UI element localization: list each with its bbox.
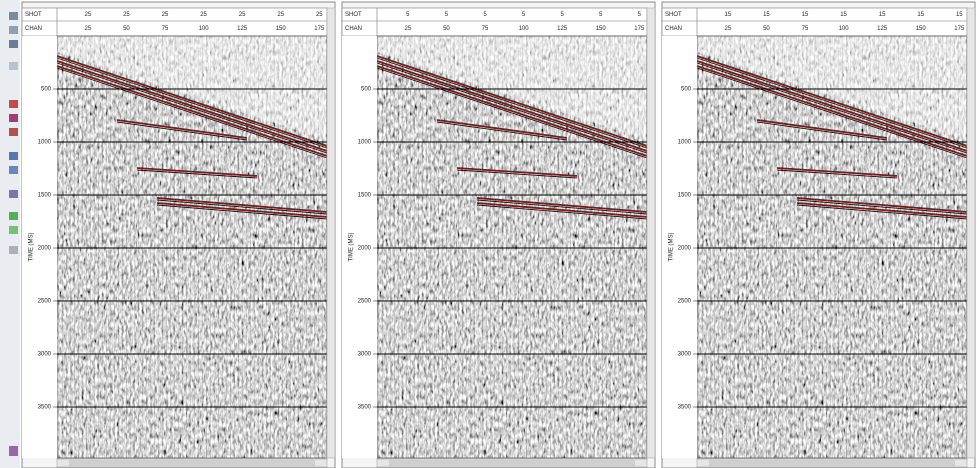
shot-value: 25 [85,12,92,18]
shot-value: 15 [917,12,924,18]
chan-value: 175 [314,26,325,32]
time-tick-label: 1500 [358,193,372,199]
time-tick-label: 1000 [358,140,372,146]
time-tick-label: 1500 [38,193,52,199]
shot-value: 15 [802,12,809,18]
tool-icon[interactable] [9,166,18,174]
time-axis-label: TIME (MS) [29,233,35,262]
shot-label: SHOT [345,12,362,18]
time-tick-label: 3000 [358,352,372,358]
time-tick-label: 500 [361,87,372,93]
time-tick-label: 500 [41,87,52,93]
shot-value: 15 [840,12,847,18]
shot-label: SHOT [25,12,42,18]
chan-value: 25 [85,26,92,32]
chan-label: CHAN [345,26,362,32]
tool-icon[interactable] [9,100,18,108]
page: SHOT CHAN 25 25 25 25 25 25 25 25 50 75 100 125 150 175… [0,0,977,468]
chan-value: 100 [519,26,530,32]
time-tick-label: 3000 [678,352,692,358]
tool-icon[interactable] [9,62,18,70]
time-tick-label: 3500 [358,405,372,411]
panel: SHOTCHAN55555552550751001251501755001000… [342,2,655,468]
shot-value: 15 [879,12,886,18]
chan-value: 75 [482,26,489,32]
time-axis-label: TIME (MS) [349,233,355,262]
tool-icon[interactable] [9,114,18,122]
h-scroll-thumb[interactable] [69,460,315,466]
time-tick-label: 2500 [38,299,52,305]
tool-icon[interactable] [9,12,18,20]
time-axis-label: TIME (MS) [669,233,675,262]
chan-value: 125 [877,26,888,32]
chan-value: 150 [596,26,607,32]
tool-icon[interactable] [9,212,18,220]
time-tick-label: 2500 [358,299,372,305]
chan-value: 25 [725,26,732,32]
shot-value: 15 [956,12,963,18]
chan-value: 75 [162,26,169,32]
chan-value: 125 [237,26,248,32]
panel: SHOT CHAN 25 25 25 25 25 25 25 25 50 75 100 125 150 175… [22,2,335,468]
time-tick-label: 1500 [678,193,692,199]
chan-label: CHAN [25,26,42,32]
tool-icon[interactable] [9,128,18,136]
chan-value: 50 [123,26,130,32]
h-scroll-thumb[interactable] [389,460,635,466]
chan-label: CHAN [665,26,682,32]
time-tick-label: 2000 [678,246,692,252]
chan-value: 175 [634,26,645,32]
screen: SHOT CHAN 25 25 25 25 25 25 25 25 50 75 100 125 150 175… [0,0,977,468]
chan-value: 25 [405,26,412,32]
toolbar [0,0,20,468]
time-tick-label: 3500 [38,405,52,411]
tool-icon[interactable] [9,40,18,48]
time-tick-label: 1000 [38,140,52,146]
shot-value: 15 [725,12,732,18]
v-scrollbar[interactable] [967,8,975,458]
h-scroll-thumb[interactable] [709,460,955,466]
v-scrollbar[interactable] [327,8,335,458]
panel: SHOT CHAN 15 15 15 15 15 15 15 25 50 75 100 125 150 175… [662,2,975,468]
shot-value: 25 [200,12,207,18]
time-tick-label: 1000 [678,140,692,146]
shot-label: SHOT [665,12,682,18]
shot-value: 25 [162,12,169,18]
time-tick-label: 2000 [358,246,372,252]
tool-icon[interactable] [9,190,18,198]
tool-icon[interactable] [9,246,18,254]
shot-value: 25 [316,12,323,18]
time-tick-label: 3500 [678,405,692,411]
chan-value: 125 [557,26,568,32]
tool-icon[interactable] [9,152,18,160]
tool-icon[interactable] [9,226,18,234]
chan-value: 100 [199,26,210,32]
shot-value: 25 [277,12,284,18]
chan-value: 75 [802,26,809,32]
chan-value: 150 [276,26,287,32]
chan-value: 100 [839,26,850,32]
chan-value: 50 [443,26,450,32]
shot-value: 15 [763,12,770,18]
time-tick-label: 3000 [38,352,52,358]
time-tick-label: 2500 [678,299,692,305]
v-scrollbar[interactable] [647,8,655,458]
chan-value: 175 [954,26,965,32]
shot-value: 25 [239,12,246,18]
tool-icon[interactable] [9,26,18,34]
time-tick-label: 500 [681,87,692,93]
time-tick-label: 2000 [38,246,52,252]
chan-value: 150 [916,26,927,32]
shot-value: 25 [123,12,130,18]
chan-value: 50 [763,26,770,32]
tool-icon[interactable] [9,446,18,456]
